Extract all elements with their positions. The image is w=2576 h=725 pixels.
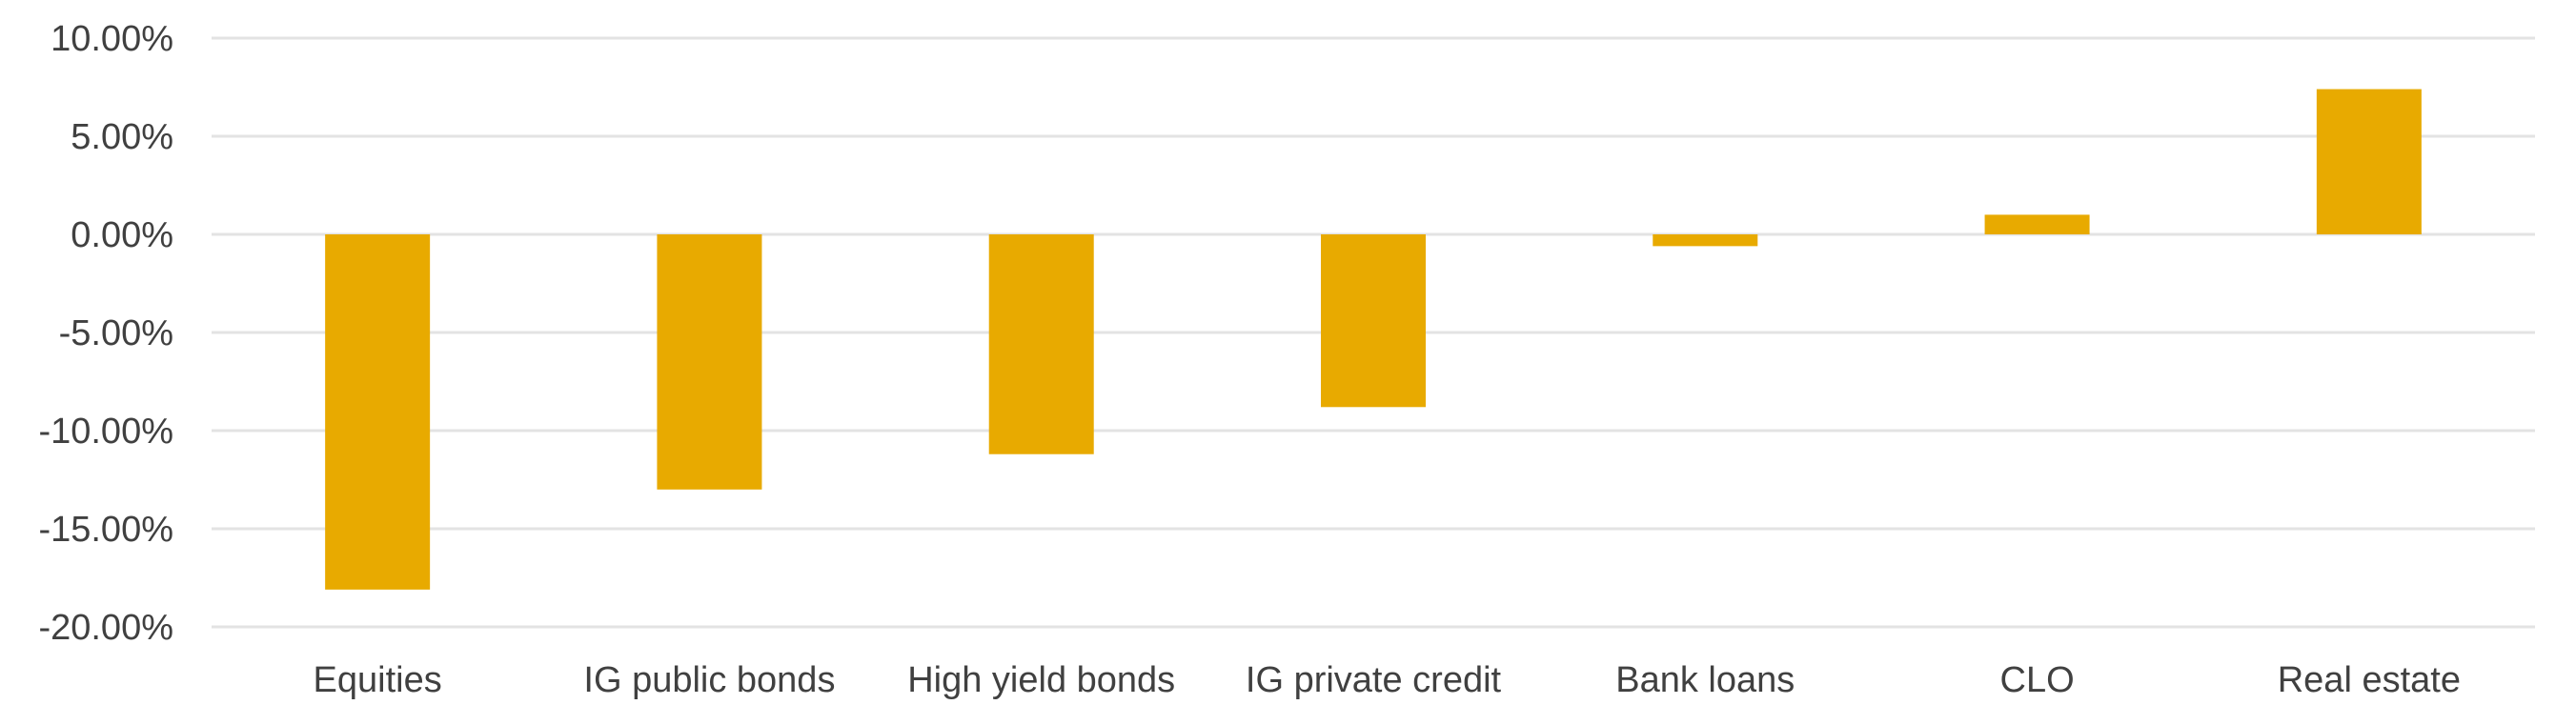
x-category-label: IG public bonds xyxy=(583,660,835,700)
y-tick-label: -5.00% xyxy=(59,313,173,353)
y-tick-label: -20.00% xyxy=(38,608,173,648)
x-category-label: Real estate xyxy=(2278,660,2461,700)
bars xyxy=(325,89,2422,590)
x-category-label: Equities xyxy=(314,660,442,700)
x-axis-category-labels: Equities IG public bonds High yield bonds I… xyxy=(314,660,2461,700)
y-tick-label: -15.00% xyxy=(38,510,173,550)
y-axis-tick-labels: 10.00% 5.00% 0.00% -5.00% -10.00% -15.00% -20.… xyxy=(38,19,173,648)
x-category-label: CLO xyxy=(2000,660,2075,700)
x-category-label: IG private credit xyxy=(1246,660,1502,700)
x-category-label: Bank loans xyxy=(1615,660,1795,700)
bar-ig-private-credit xyxy=(1321,234,1426,408)
y-tick-label: 5.00% xyxy=(71,117,173,157)
y-tick-label: -10.00% xyxy=(38,412,173,452)
bar-real-estate xyxy=(2316,89,2422,234)
y-tick-label: 10.00% xyxy=(51,19,173,59)
bar-equities xyxy=(325,234,431,590)
bar-bank-loans xyxy=(1653,234,1758,247)
bar-clo xyxy=(1984,214,2090,234)
bar-ig-public-bonds xyxy=(657,234,762,490)
x-category-label: High yield bonds xyxy=(907,660,1175,700)
bar-high-yield-bonds xyxy=(988,234,1094,454)
y-tick-label: 0.00% xyxy=(71,215,173,255)
